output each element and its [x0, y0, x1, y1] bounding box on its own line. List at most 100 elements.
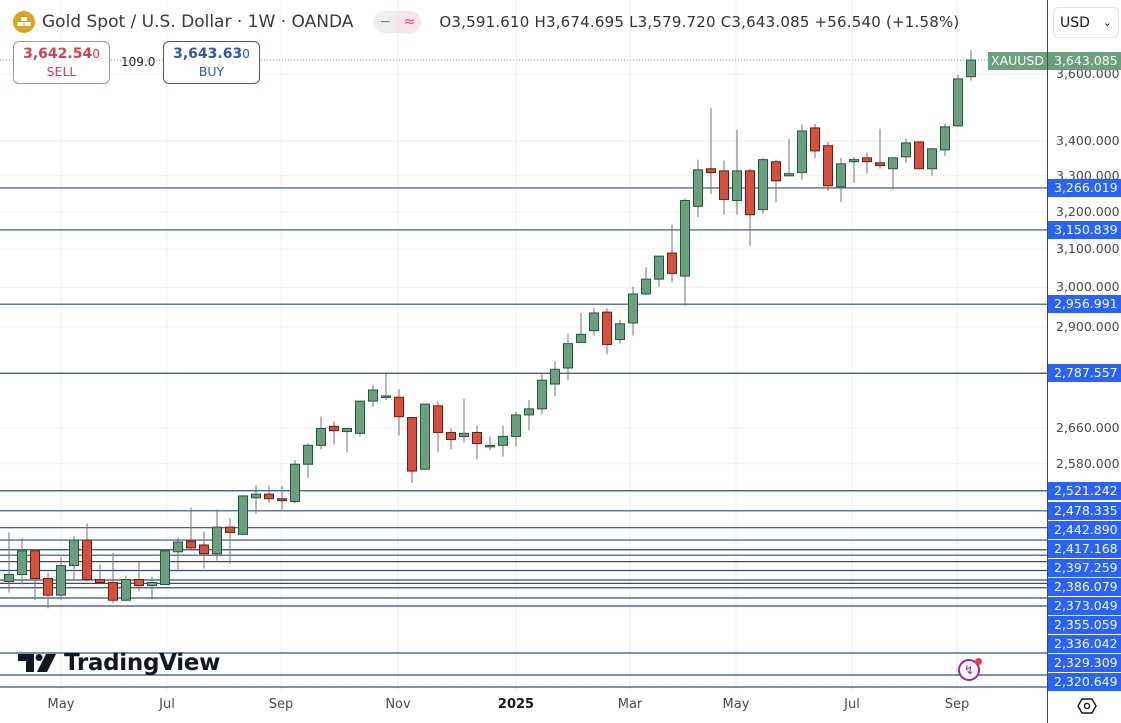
time-tick-label: Jul [844, 697, 860, 712]
time-tick-label: Nov [385, 697, 411, 712]
candle-body-up [355, 400, 365, 434]
candle-body-up [784, 173, 794, 177]
candle-body-up [758, 159, 768, 211]
candle-body-down [407, 417, 417, 472]
candle [472, 425, 482, 460]
price-tick-label: 2,580.000 [1056, 455, 1120, 471]
time-tick-label: Sep [268, 697, 294, 712]
candle-body-down [394, 396, 404, 418]
candle-body-up [69, 539, 79, 567]
candle-body-up [381, 395, 391, 398]
candle [17, 538, 27, 585]
level-price-label: 2,373.049 [1048, 596, 1121, 615]
candle [498, 425, 508, 457]
candle-body-up [121, 579, 131, 601]
candle-body-up [680, 200, 690, 277]
candle [82, 523, 92, 582]
candle [745, 168, 755, 246]
candle [420, 403, 430, 470]
candle [459, 398, 469, 443]
candle [862, 152, 872, 174]
tradingview-logo-icon [18, 654, 56, 672]
candle-body-up [797, 130, 807, 174]
candle-body-up [368, 389, 378, 402]
chevron-down-icon: ⌄ [1102, 16, 1112, 29]
candle [394, 389, 404, 436]
candle-body-up [511, 414, 521, 437]
candle-body-down [199, 544, 209, 555]
candle-body-down [43, 578, 53, 596]
price-chart[interactable] [0, 0, 1047, 692]
candle-body-up [251, 493, 261, 499]
candle-body-up [550, 368, 560, 385]
settings-hexagon-icon[interactable] [1077, 696, 1097, 716]
chart-mode-toggle[interactable]: − ≈ [373, 11, 422, 33]
candle [927, 147, 937, 176]
candle [4, 532, 14, 593]
candle-body-up [940, 126, 950, 151]
lightning-icon[interactable]: ↯ [958, 658, 982, 681]
price-tick-label: 2,900.000 [1056, 318, 1120, 334]
sell-price-pip: 0 [92, 47, 100, 61]
candle [407, 416, 417, 483]
buy-price: 3,643.63 [173, 46, 243, 62]
candle [485, 436, 495, 451]
candle [43, 572, 53, 609]
spread-value: 109.0 [121, 55, 156, 69]
candle [836, 157, 846, 202]
candle [914, 141, 924, 170]
price-tick-label: 2,660.000 [1056, 420, 1120, 436]
candle-body-up [4, 574, 14, 583]
candle [615, 319, 625, 344]
candle [199, 531, 209, 569]
candle-body-up [290, 463, 300, 503]
candle [563, 333, 573, 381]
candle-body-up [17, 550, 27, 576]
candle [160, 549, 170, 586]
candle [732, 129, 742, 215]
level-price-label: 2,336.042 [1048, 634, 1121, 653]
candle-body-down [771, 161, 781, 182]
candle [368, 384, 378, 408]
price-tick-label: 3,200.000 [1056, 203, 1120, 219]
candle [537, 373, 547, 415]
level-price-label: 2,386.079 [1048, 577, 1121, 596]
level-price-label: 2,417.168 [1048, 539, 1121, 558]
candle-body-up [589, 312, 599, 332]
symbol-title[interactable]: Gold Spot / U.S. Dollar · 1W · OANDA [42, 12, 354, 32]
sell-label: SELL [46, 64, 77, 79]
candle [95, 564, 105, 584]
candle-body-up [524, 408, 534, 416]
candle-body-down [95, 579, 105, 584]
candle [524, 400, 534, 431]
candle-body-up [342, 427, 352, 433]
buy-button[interactable]: 3,643.630 BUY [163, 41, 260, 84]
candle-body-up [849, 159, 859, 163]
sell-button[interactable]: 3,642.540 SELL [13, 41, 110, 84]
candle [121, 575, 131, 602]
chart-header: Gold Spot / U.S. Dollar · 1W · OANDA − ≈… [12, 10, 959, 34]
candle-body-up [953, 78, 963, 127]
minus-icon[interactable]: − [373, 11, 398, 33]
candle [433, 401, 443, 453]
last-price-label: 3,643.085 [1048, 52, 1121, 70]
candle [823, 141, 833, 191]
buy-label: BUY [198, 64, 225, 79]
candle-body-up [563, 343, 573, 369]
candle [719, 160, 729, 215]
candle-body-up [316, 427, 326, 446]
candle [446, 428, 456, 450]
approx-icon[interactable]: ≈ [397, 11, 422, 33]
candle [212, 509, 222, 561]
tradingview-logo[interactable]: TradingView [18, 650, 220, 676]
candle [940, 123, 950, 156]
candle-body-down [823, 145, 833, 187]
candle-body-up [212, 526, 222, 555]
candle [264, 485, 274, 503]
currency-dropdown[interactable]: USD ⌄ [1053, 7, 1119, 38]
gold-bars-icon [13, 11, 35, 33]
candle [173, 537, 183, 572]
candle [953, 74, 963, 127]
candle-body-up [238, 495, 248, 535]
level-price-label: 2,320.649 [1048, 672, 1121, 691]
